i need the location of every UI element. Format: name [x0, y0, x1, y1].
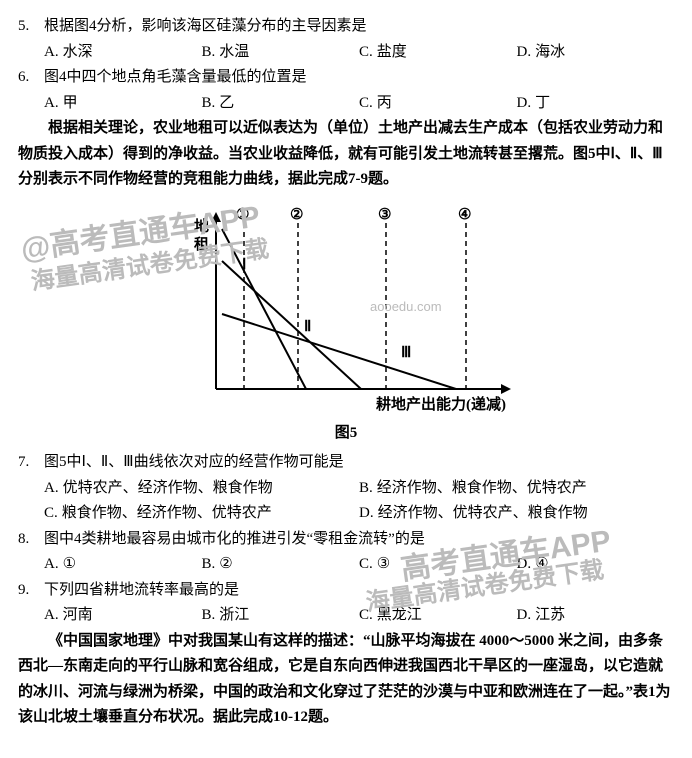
option-letter: A.: [44, 40, 63, 66]
question-number: 8.: [18, 527, 44, 553]
svg-text:④: ④: [458, 207, 471, 223]
option-letter: A.: [44, 552, 63, 578]
question-stem: 图中4类耕地最容易由城市化的推进引发“零租金流转”的是: [44, 527, 674, 553]
option-text: 水深: [63, 40, 93, 66]
option-text: 丙: [377, 91, 392, 117]
option-letter: C.: [44, 501, 62, 527]
question-5: 5. 根据图4分析，影响该海区硅藻分布的主导因素是: [18, 14, 674, 40]
option-letter: D.: [359, 501, 378, 527]
option-text: 江苏: [535, 603, 565, 629]
svg-text:地: 地: [194, 217, 209, 235]
option-letter: D.: [517, 603, 536, 629]
question-number: 7.: [18, 450, 44, 476]
option-a: A.河南: [44, 603, 202, 629]
option-c: C.盐度: [359, 40, 517, 66]
option-c: C.粮食作物、经济作物、优特农产: [44, 501, 359, 527]
option-letter: A.: [44, 91, 63, 117]
option-c: C.黑龙江: [359, 603, 517, 629]
question-8-options: A.① B.② C.③ D.④: [18, 552, 674, 578]
option-letter: B.: [202, 91, 220, 117]
option-c: C.丙: [359, 91, 517, 117]
option-letter: B.: [359, 476, 377, 502]
option-letter: D.: [517, 91, 536, 117]
option-d: D.江苏: [517, 603, 675, 629]
question-6-options: A.甲 B.乙 C.丙 D.丁: [18, 91, 674, 117]
question-number: 6.: [18, 65, 44, 91]
option-letter: B.: [202, 40, 220, 66]
option-letter: D.: [517, 552, 536, 578]
figure-5-caption: 图5: [335, 421, 358, 447]
option-text: 水温: [219, 40, 249, 66]
option-letter: C.: [359, 603, 377, 629]
passage-text: 根据相关理论，农业地租可以近似表达为（单位）土地产出减去生产成本（包括农业劳动力…: [18, 116, 674, 193]
svg-text:Ⅰ: Ⅰ: [242, 257, 246, 273]
svg-text:耕地产出能力(递减): 耕地产出能力(递减): [376, 395, 506, 413]
option-d: D.经济作物、优特农产、粮食作物: [359, 501, 674, 527]
option-text: 河南: [63, 603, 93, 629]
question-7: 7. 图5中Ⅰ、Ⅱ、Ⅲ曲线依次对应的经营作物可能是: [18, 450, 674, 476]
question-number: 9.: [18, 578, 44, 604]
option-text: 盐度: [377, 40, 407, 66]
option-letter: B.: [202, 552, 220, 578]
question-8: 8. 图中4类耕地最容易由城市化的推进引发“零租金流转”的是: [18, 527, 674, 553]
question-7-options: A.优特农产、经济作物、粮食作物 B.经济作物、粮食作物、优特农产 C.粮食作物…: [18, 476, 674, 527]
option-b: B.乙: [202, 91, 360, 117]
option-text: 甲: [63, 91, 78, 117]
question-6: 6. 图4中四个地点角毛藻含量最低的位置是: [18, 65, 674, 91]
question-stem: 图4中四个地点角毛藻含量最低的位置是: [44, 65, 674, 91]
option-d: D.丁: [517, 91, 675, 117]
option-b: B.经济作物、粮食作物、优特农产: [359, 476, 674, 502]
option-letter: C.: [359, 91, 377, 117]
figure-5: 地租耕地产出能力(递减) ① ② ③ ④ Ⅰ Ⅱ Ⅲ 图5: [18, 199, 674, 447]
option-d: D.④: [517, 552, 675, 578]
question-9-options: A.河南 B.浙江 C.黑龙江 D.江苏: [18, 603, 674, 629]
option-b: B.②: [202, 552, 360, 578]
option-text: 乙: [219, 91, 234, 117]
option-text: 浙江: [219, 603, 249, 629]
option-text: 经济作物、优特农产、粮食作物: [378, 501, 588, 527]
question-5-options: A.水深 B.水温 C.盐度 D.海冰: [18, 40, 674, 66]
option-letter: A.: [44, 476, 63, 502]
option-a: A.①: [44, 552, 202, 578]
option-text: ④: [535, 552, 548, 578]
svg-text:①: ①: [236, 207, 249, 223]
option-text: 粮食作物、经济作物、优特农产: [62, 501, 272, 527]
question-9: 9. 下列四省耕地流转率最高的是: [18, 578, 674, 604]
option-text: 经济作物、粮食作物、优特农产: [377, 476, 587, 502]
svg-text:租: 租: [194, 235, 209, 253]
option-text: ③: [377, 552, 390, 578]
option-letter: C.: [359, 40, 377, 66]
option-letter: D.: [517, 40, 536, 66]
option-text: 海冰: [535, 40, 565, 66]
option-c: C.③: [359, 552, 517, 578]
passage-text: 《中国国家地理》中对我国某山有这样的描述：“山脉平均海拔在 4000～5000 …: [18, 629, 674, 731]
option-text: ②: [219, 552, 232, 578]
figure-5-svg: 地租耕地产出能力(递减) ① ② ③ ④ Ⅰ Ⅱ Ⅲ: [176, 199, 516, 419]
option-a: A.水深: [44, 40, 202, 66]
option-b: B.水温: [202, 40, 360, 66]
question-number: 5.: [18, 14, 44, 40]
svg-text:Ⅲ: Ⅲ: [401, 345, 411, 361]
option-letter: C.: [359, 552, 377, 578]
option-a: A.甲: [44, 91, 202, 117]
svg-text:②: ②: [290, 207, 303, 223]
question-stem: 下列四省耕地流转率最高的是: [44, 578, 674, 604]
question-stem: 根据图4分析，影响该海区硅藻分布的主导因素是: [44, 14, 674, 40]
option-text: 黑龙江: [377, 603, 422, 629]
svg-text:Ⅱ: Ⅱ: [304, 319, 311, 335]
option-letter: B.: [202, 603, 220, 629]
option-d: D.海冰: [517, 40, 675, 66]
svg-text:③: ③: [378, 207, 391, 223]
option-letter: A.: [44, 603, 63, 629]
question-stem: 图5中Ⅰ、Ⅱ、Ⅲ曲线依次对应的经营作物可能是: [44, 450, 674, 476]
option-a: A.优特农产、经济作物、粮食作物: [44, 476, 359, 502]
option-text: ①: [63, 552, 76, 578]
option-b: B.浙江: [202, 603, 360, 629]
option-text: 丁: [535, 91, 550, 117]
option-text: 优特农产、经济作物、粮食作物: [63, 476, 273, 502]
